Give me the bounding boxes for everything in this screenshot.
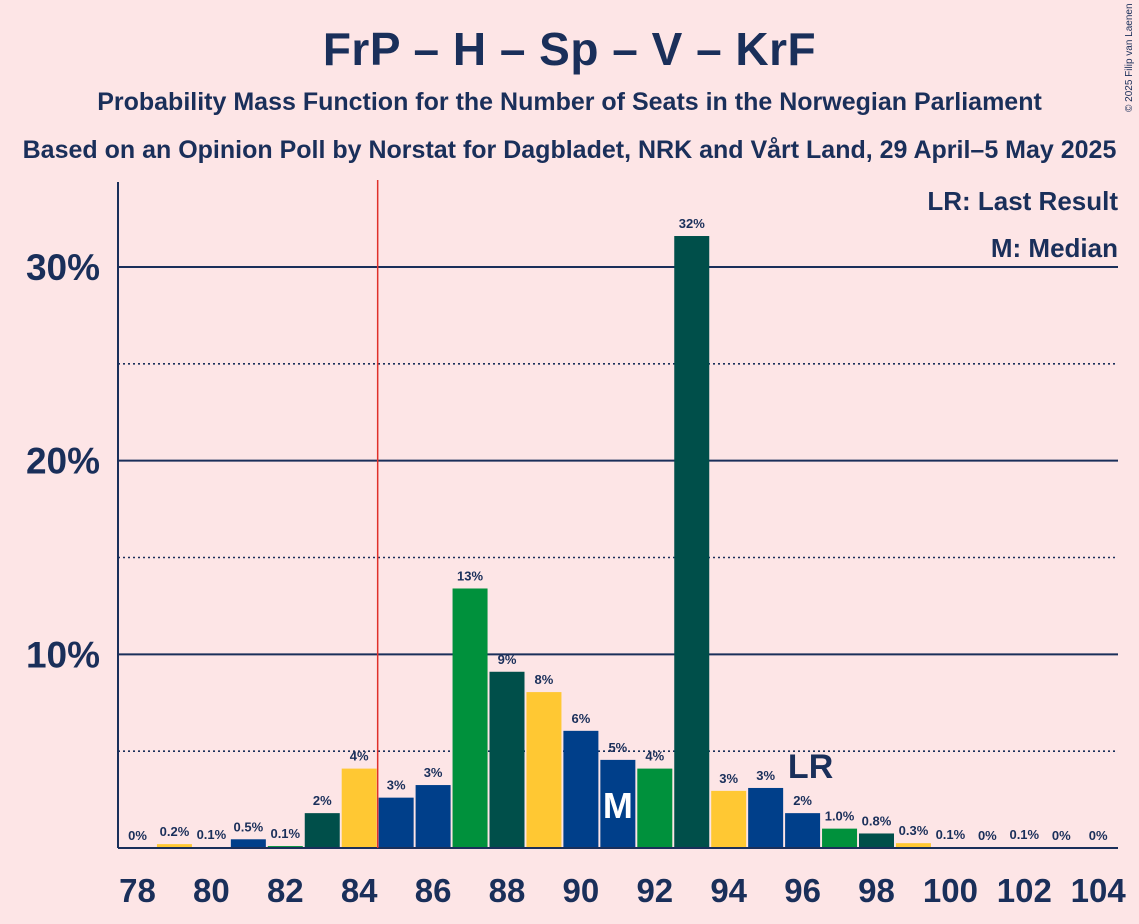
bar-label-seat-91: 5% — [608, 740, 627, 755]
x-tick-label: 84 — [341, 872, 378, 909]
x-tick-label: 86 — [415, 872, 452, 909]
bar-seat-94 — [711, 790, 747, 848]
legend-median: M: Median — [990, 233, 1118, 263]
bar-label-seat-90: 6% — [572, 711, 591, 726]
x-tick-label: 80 — [193, 872, 230, 909]
bar-label-seat-95: 3% — [756, 768, 775, 783]
x-tick-label: 100 — [923, 872, 978, 909]
bar-seat-98 — [859, 833, 894, 848]
bar-label-seat-81: 0.5% — [234, 819, 264, 834]
bar-seat-93 — [674, 236, 710, 849]
bar-label-seat-86: 3% — [424, 765, 443, 780]
bar-label-seat-92: 4% — [645, 749, 664, 764]
bar-label-seat-93: 32% — [679, 216, 705, 231]
bars — [156, 236, 1042, 849]
y-tick-label: 10% — [26, 634, 100, 675]
chart-title: FrP – H – Sp – V – KrF — [322, 23, 817, 75]
bar-seat-83 — [304, 813, 340, 848]
bar-seat-85 — [378, 797, 414, 848]
bar-label-seat-94: 3% — [719, 771, 738, 786]
bar-label-seat-89: 8% — [535, 672, 554, 687]
axes: 10% 20% 30% 78 80 82 84 86 88 90 92 94 96 98 100 102 104 — [26, 182, 1126, 909]
bar-seat-87 — [452, 588, 488, 848]
bar-seat-96 — [785, 813, 821, 848]
bar-seat-79 — [156, 844, 192, 848]
bar-labels: 0% 0.2% 0.1% 0.5% 0.1% 2% 4% 3% 3% 13% 9% 8% 6% 5% 4% 3… — [128, 216, 1108, 843]
legend-last-result: LR: Last Result — [927, 186, 1118, 216]
last-result-marker: LR — [788, 748, 833, 786]
bar-seat-89 — [526, 692, 562, 848]
bar-seat-91 — [600, 759, 636, 848]
bar-label-seat-84: 4% — [350, 749, 369, 764]
bar-seat-84 — [341, 768, 377, 848]
y-tick-label: 20% — [26, 441, 100, 482]
x-tick-label: 94 — [710, 872, 747, 909]
bar-label-seat-104: 0% — [1089, 828, 1108, 843]
x-tick-label: 90 — [563, 872, 600, 909]
bar-label-seat-83: 2% — [313, 793, 332, 808]
bar-seat-92 — [637, 768, 673, 848]
x-tick-label: 102 — [997, 872, 1052, 909]
y-tick-label: 30% — [26, 247, 100, 288]
bar-label-seat-100: 0.1% — [936, 827, 966, 842]
bar-seat-99 — [895, 843, 931, 848]
bar-seat-90 — [563, 730, 599, 848]
chart-subtitle: Probability Mass Function for the Number… — [97, 88, 1042, 116]
median-marker: M — [603, 785, 633, 826]
gridlines — [118, 266, 1118, 752]
bar-label-seat-103: 0% — [1052, 828, 1071, 843]
bar-label-seat-97: 1.0% — [825, 809, 855, 824]
bar-seat-95 — [748, 787, 784, 848]
bar-label-seat-96: 2% — [793, 793, 812, 808]
bar-label-seat-78: 0% — [128, 828, 147, 843]
bar-label-seat-82: 0.1% — [270, 826, 300, 841]
bar-label-seat-88: 9% — [498, 652, 517, 667]
bar-seat-88 — [489, 671, 525, 848]
bar-label-seat-102: 0.1% — [1009, 827, 1039, 842]
markers: LR M — [376, 180, 833, 848]
x-tick-label: 88 — [489, 872, 526, 909]
bar-label-seat-101: 0% — [978, 828, 997, 843]
bar-label-seat-99: 0.3% — [899, 823, 929, 838]
x-tick-label: 96 — [784, 872, 821, 909]
bar-seat-97 — [822, 828, 858, 848]
x-tick-label: 104 — [1071, 872, 1127, 909]
bar-label-seat-80: 0.1% — [197, 827, 227, 842]
bar-label-seat-98: 0.8% — [862, 813, 892, 828]
x-tick-label: 92 — [636, 872, 673, 909]
x-tick-label: 98 — [858, 872, 895, 909]
chart-caption: Based on an Opinion Poll by Norstat for … — [22, 136, 1117, 164]
bar-label-seat-79: 0.2% — [160, 824, 190, 839]
bar-label-seat-87: 13% — [457, 568, 483, 583]
bar-label-seat-85: 3% — [387, 778, 406, 793]
bar-seat-81 — [230, 839, 266, 848]
x-tick-label: 78 — [119, 872, 156, 909]
bar-seat-86 — [415, 785, 451, 848]
x-tick-label: 82 — [267, 872, 304, 909]
